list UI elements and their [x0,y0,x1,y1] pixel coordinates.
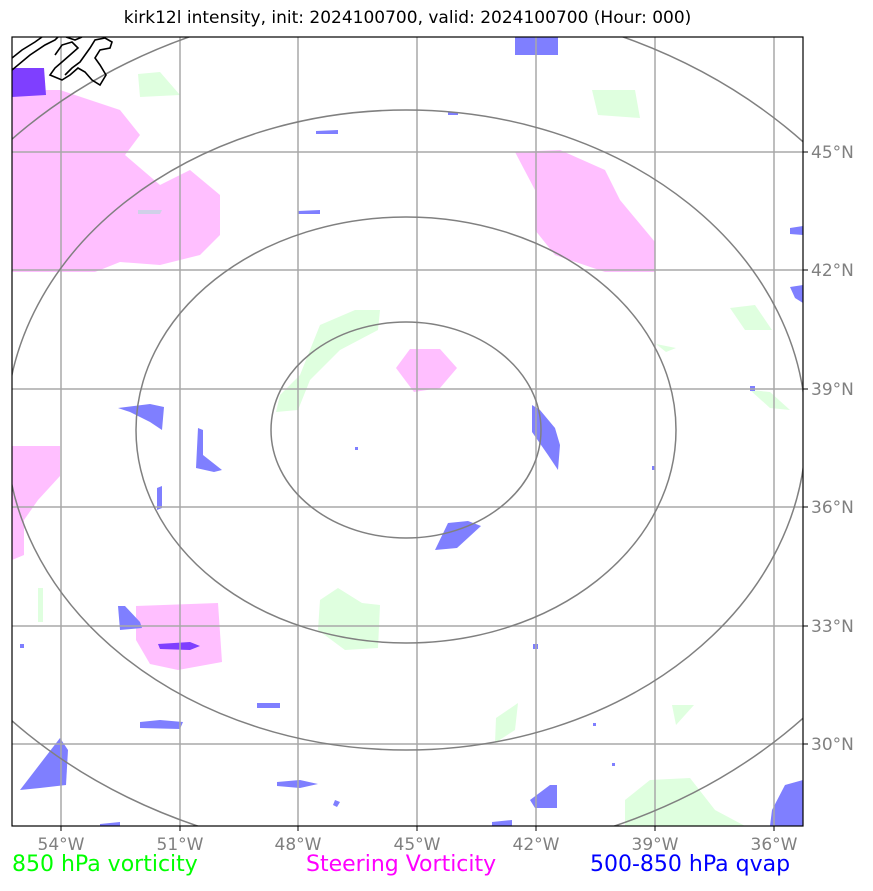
lat-tick-label: 45°N [811,143,854,163]
lon-tick-labels: 54°W 51°W 48°W 45°W 42°W 39°W 36°W [38,835,798,855]
qvap-contour [100,822,120,826]
range-ring-2 [135,216,677,644]
range-rings [12,37,803,826]
qvap-contour [257,703,280,708]
qvap-contour [12,68,46,97]
vorticity-850-contour [656,344,676,352]
qvap-contour [118,606,142,630]
lon-tick-label: 39°W [632,835,679,855]
qvap-contour [355,447,358,450]
range-ring-3 [12,109,803,751]
lat-tick-label: 36°N [811,498,854,518]
lat-tick-label: 30°N [811,735,854,755]
lon-tick-label: 48°W [275,835,322,855]
lat-tick-label: 33°N [811,617,854,637]
steering-vorticity-contour [396,349,457,392]
lat-tick-labels: 45°N 42°N 39°N 36°N 33°N 30°N [811,143,854,755]
vorticity-850-contour [750,390,790,410]
qvap-contour [790,226,803,235]
vorticity-850-contour [625,778,745,826]
legend-qvap: 500-850 hPa qvap [590,852,791,877]
steering-vorticity-contour [515,150,655,272]
qvap-contour [316,130,338,134]
vorticity-850-contour [672,705,694,725]
map-frame [11,36,804,827]
qvap-contour [20,738,68,790]
qvap-contour [770,780,803,826]
vorticity-850-contour [138,72,180,97]
qvap-contour [157,486,162,510]
range-ring-inner [270,321,542,539]
lon-tick-label: 54°W [38,835,85,855]
steering-vorticity-contour [12,90,220,272]
lon-tick-label: 42°W [513,835,560,855]
legend-850-vorticity: 850 hPa vorticity [12,852,198,877]
qvap-contour [140,720,183,729]
steering-vorticity-layer [12,90,655,670]
vorticity-850-contour [38,588,43,622]
qvap-contour [298,210,320,214]
vorticity-850-contour [592,90,640,118]
vorticity-850-contour [495,703,518,743]
lat-tick-label: 42°N [811,261,854,281]
lat-tick-label: 39°N [811,380,854,400]
map-title: kirk12l intensity, init: 2024100700, val… [123,8,692,28]
qvap-contour [158,642,200,650]
steering-vorticity-contour [12,446,60,560]
map-gridlines [12,37,803,826]
qvap-contour [138,210,162,214]
qvap-contour [435,521,481,550]
qvap-contour [196,428,222,472]
lon-tick-label: 36°W [751,835,798,855]
qvap-contour [492,820,512,826]
qvap-contour [593,723,596,726]
qvap-contour [790,285,803,303]
qvap-contour [612,763,615,766]
coastline [12,37,113,87]
lon-tick-label: 45°W [394,835,441,855]
vorticity-850-contour [276,310,380,412]
qvap-contour [20,644,24,648]
qvap-contour [532,405,560,470]
qvap-contour [118,404,164,430]
qvap-contour [333,800,340,807]
steering-vorticity-contour [136,603,222,670]
vorticity-850-contour [730,305,772,330]
lon-tick-label: 51°W [157,835,204,855]
qvap-contour [530,785,557,808]
legend-steering-vorticity: Steering Vorticity [306,852,497,877]
